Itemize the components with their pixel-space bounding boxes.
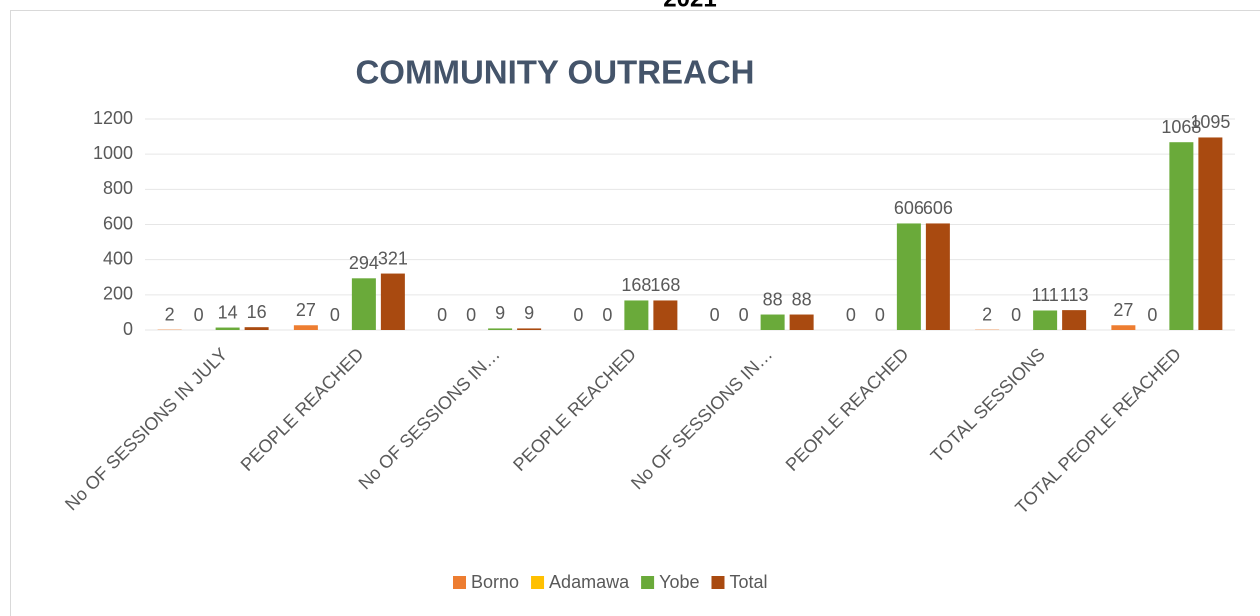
data-label: 0	[602, 305, 612, 325]
data-label: 9	[495, 303, 505, 323]
bar	[1033, 310, 1058, 330]
legend-label: Yobe	[659, 572, 699, 592]
legend-label: Total	[729, 572, 767, 592]
data-label: 16	[247, 302, 267, 322]
data-label: 0	[1147, 305, 1157, 325]
data-label: 168	[650, 275, 680, 295]
data-label: 27	[1113, 300, 1133, 320]
data-label: 0	[330, 305, 340, 325]
data-label: 2	[982, 304, 992, 324]
bar	[653, 300, 678, 330]
bar	[215, 327, 240, 330]
data-label: 0	[846, 305, 856, 325]
data-label: 0	[573, 305, 583, 325]
bar	[1169, 142, 1194, 330]
data-label: 606	[923, 198, 953, 218]
bar	[293, 325, 318, 330]
legend-label: Adamawa	[549, 572, 630, 592]
bar	[244, 327, 269, 330]
bar	[488, 328, 513, 330]
chart-title: COMMUNITY OUTREACH	[355, 54, 754, 91]
bar	[380, 273, 405, 330]
data-label: 0	[437, 305, 447, 325]
data-label: 0	[875, 305, 885, 325]
bar	[624, 300, 649, 330]
data-label: 113	[1060, 285, 1089, 305]
data-label: 88	[792, 289, 812, 309]
data-label: 88	[763, 289, 783, 309]
y-tick-label: 600	[103, 213, 133, 233]
data-label: 9	[524, 303, 534, 323]
bar	[1111, 325, 1136, 330]
data-label: 321	[378, 248, 408, 268]
data-label: 14	[218, 302, 238, 322]
bar	[517, 328, 542, 330]
bar	[1198, 137, 1223, 330]
legend-swatch	[711, 576, 725, 589]
bar	[760, 314, 785, 330]
data-label: 1068	[1161, 117, 1201, 137]
y-tick-label: 1000	[93, 143, 133, 163]
legend-swatch	[453, 576, 466, 589]
bar	[1062, 310, 1087, 330]
legend-swatch	[531, 576, 545, 589]
y-tick-label: 1200	[93, 108, 133, 128]
bar	[351, 278, 376, 330]
data-label: 294	[349, 253, 379, 273]
data-label: 0	[194, 305, 204, 325]
data-label: 1095	[1190, 112, 1230, 132]
y-tick-label: 800	[103, 178, 133, 198]
bar	[789, 314, 814, 330]
data-label: 0	[739, 305, 749, 325]
data-label: 2	[165, 304, 175, 324]
y-tick-label: 200	[103, 284, 133, 304]
y-tick-label: 400	[103, 248, 133, 268]
legend-swatch	[641, 576, 655, 589]
bar	[925, 223, 950, 330]
data-label: 0	[466, 305, 476, 325]
data-label: 168	[621, 275, 651, 295]
page-title: 2021	[663, 0, 716, 12]
legend-label: Borno	[471, 572, 519, 592]
data-label: 0	[710, 305, 720, 325]
data-label: 606	[894, 198, 924, 218]
data-label: 0	[1011, 305, 1021, 325]
bar	[896, 223, 921, 330]
data-label: 27	[296, 300, 316, 320]
y-tick-label: 0	[123, 319, 133, 339]
data-label: 111	[1031, 285, 1058, 305]
